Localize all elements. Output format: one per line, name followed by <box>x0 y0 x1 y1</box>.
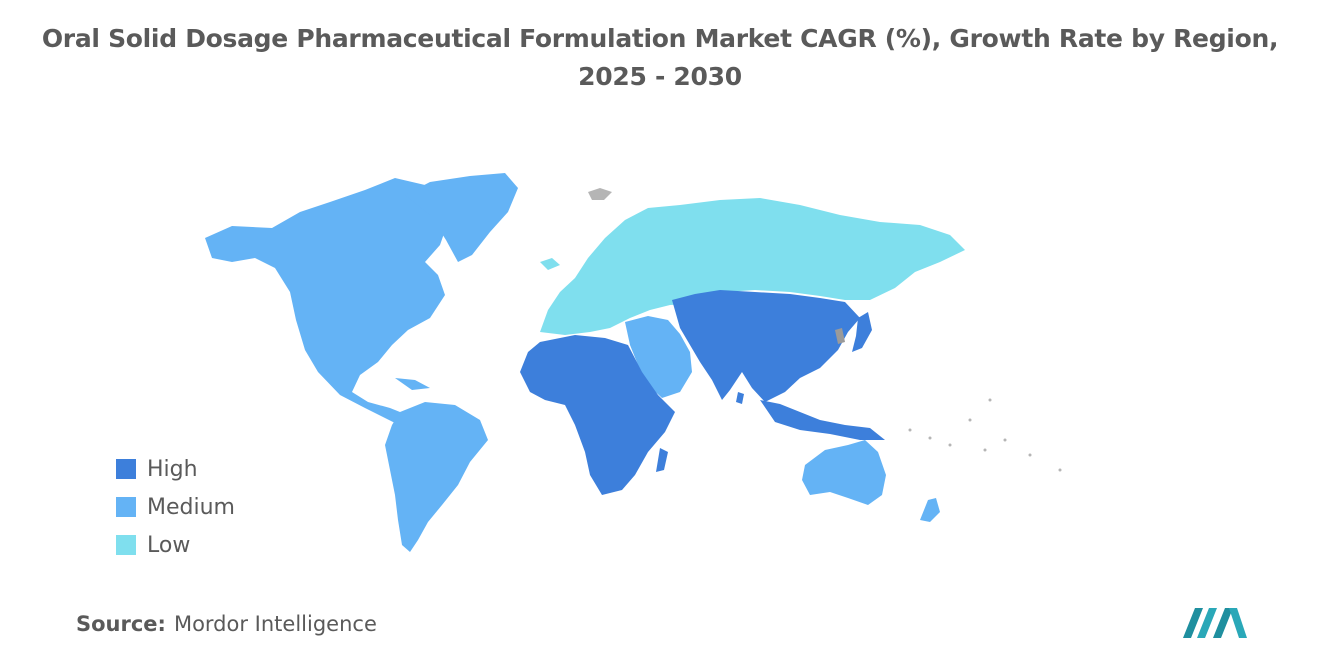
region-north-america <box>205 178 448 428</box>
region-africa <box>520 335 675 495</box>
title-line-1: Oral Solid Dosage Pharmaceutical Formula… <box>41 24 1279 53</box>
legend-item-high: High <box>116 450 235 488</box>
region-sri-lanka <box>736 392 744 404</box>
legend-item-low: Low <box>116 526 235 564</box>
region-svalbard <box>588 188 612 200</box>
region-south-america <box>385 402 488 552</box>
region-greenland <box>405 173 518 262</box>
region-europe-russia <box>540 198 965 335</box>
region-iceland <box>540 258 560 270</box>
region-middle-east <box>625 316 692 398</box>
source-value: Mordor Intelligence <box>173 612 377 636</box>
region-madagascar <box>656 448 668 472</box>
chart-title: Oral Solid Dosage Pharmaceutical Formula… <box>0 20 1320 96</box>
title-line-2: 2025 - 2030 <box>578 62 742 91</box>
legend-swatch-medium <box>116 497 136 517</box>
legend-label-high: High <box>147 456 198 482</box>
region-australia <box>802 440 886 505</box>
source-label: Source: <box>76 612 166 636</box>
region-japan <box>852 312 872 352</box>
legend-label-low: Low <box>147 532 191 558</box>
legend-label-medium: Medium <box>147 494 235 520</box>
map-legend: High Medium Low <box>116 450 235 564</box>
legend-item-medium: Medium <box>116 488 235 526</box>
source-line: Source: Mordor Intelligence <box>76 612 377 636</box>
pacific-islands <box>908 398 1062 472</box>
region-new-zealand <box>920 498 940 522</box>
region-korea <box>835 328 845 344</box>
legend-swatch-low <box>116 535 136 555</box>
region-asia <box>672 290 860 402</box>
legend-swatch-high <box>116 459 136 479</box>
region-southeast-asia <box>760 400 885 440</box>
region-caribbean <box>395 378 430 390</box>
mordor-logo-icon <box>1183 608 1247 638</box>
